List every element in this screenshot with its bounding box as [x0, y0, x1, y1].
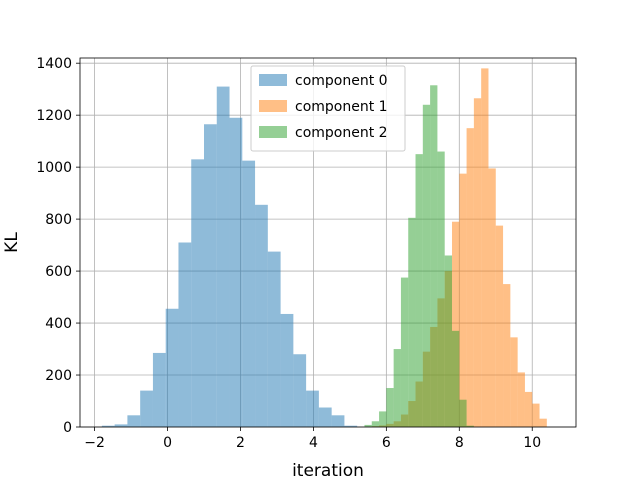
- x-tick-label: 6: [382, 435, 391, 451]
- histogram-bar: [127, 415, 141, 427]
- x-tick-label: 0: [163, 435, 172, 451]
- y-axis-label: KL: [2, 232, 22, 253]
- histogram-bar: [242, 160, 256, 428]
- histogram-bars: [101, 68, 547, 428]
- y-tick-label: 0: [63, 420, 72, 436]
- histogram-bar: [140, 390, 153, 427]
- histogram-bar: [400, 277, 409, 427]
- x-axis-label: iteration: [292, 461, 364, 480]
- legend-label: component 2: [295, 125, 388, 141]
- series-0: [101, 86, 358, 428]
- histogram-bar: [191, 159, 204, 427]
- histogram-bar: [371, 421, 380, 427]
- x-tick-label: 8: [455, 435, 464, 451]
- histogram-bar: [267, 251, 281, 427]
- legend-swatch: [259, 74, 287, 86]
- legend-swatch: [259, 100, 287, 112]
- histogram-bar: [422, 104, 431, 427]
- legend: component 0 component 1 component 2: [250, 65, 406, 152]
- histogram-bar: [364, 424, 372, 427]
- y-tick-label: 1400: [36, 56, 72, 72]
- y-tick-label: 800: [45, 212, 72, 228]
- histogram-bar: [229, 117, 243, 427]
- series-2: [364, 85, 474, 427]
- y-tick-label: 1000: [36, 160, 72, 176]
- histogram-bar: [488, 168, 496, 428]
- histogram-bar: [539, 418, 547, 427]
- legend-label: component 1: [295, 99, 388, 115]
- histogram-bar: [318, 407, 332, 427]
- histogram-bar: [510, 337, 518, 427]
- x-tick-label: −2: [84, 435, 105, 451]
- histogram-bar: [430, 85, 438, 427]
- histogram-bar: [415, 154, 423, 427]
- histogram-bar: [459, 173, 467, 427]
- histogram-bar: [114, 424, 128, 427]
- histogram-bar: [517, 372, 525, 427]
- histogram-bar: [216, 86, 230, 428]
- y-tick-label: 1200: [36, 108, 72, 124]
- histogram-bar: [466, 425, 474, 427]
- histogram-bar: [393, 349, 401, 427]
- plot-frame: [79, 57, 577, 428]
- histogram-bar: [101, 425, 115, 427]
- histogram-bar: [331, 415, 345, 427]
- histogram-bar: [306, 390, 319, 427]
- histogram-bar: [152, 352, 166, 427]
- histogram-bar: [452, 221, 460, 427]
- histogram-bar: [473, 98, 482, 427]
- x-tick-label: 10: [523, 435, 541, 451]
- axis-ticks: −2 0 2 4 6 8 10 0 200 400 600 800 1000 1200 1400: [36, 56, 541, 451]
- legend-box: [250, 65, 406, 152]
- histogram-bar: [452, 330, 460, 427]
- y-tick-label: 600: [45, 264, 72, 280]
- histogram-bar: [293, 354, 307, 427]
- histogram-bar: [165, 308, 179, 427]
- histogram-bar: [466, 128, 474, 427]
- histogram-bar: [459, 399, 467, 427]
- y-tick-label: 200: [45, 368, 72, 384]
- histogram-bar: [524, 391, 533, 427]
- y-tick-label: 400: [45, 316, 72, 332]
- histogram-bar: [379, 411, 387, 427]
- histogram-bar: [532, 403, 540, 427]
- histogram-bar: [408, 217, 416, 427]
- histogram-bar: [255, 204, 268, 427]
- histogram-bar: [481, 68, 489, 428]
- histogram-bar: [444, 255, 452, 427]
- histogram-bar: [178, 242, 192, 427]
- x-tick-label: 4: [309, 435, 318, 451]
- histogram-bar: [437, 151, 445, 427]
- histogram-bar: [344, 425, 358, 427]
- legend-swatch: [259, 126, 287, 138]
- histogram-bar: [495, 225, 504, 427]
- x-tick-label: 2: [236, 435, 245, 451]
- histogram-bar: [204, 124, 217, 427]
- legend-label: component 0: [295, 73, 388, 89]
- histogram-bar: [386, 388, 394, 427]
- histogram-bar: [280, 313, 294, 427]
- histogram-bar: [503, 284, 511, 427]
